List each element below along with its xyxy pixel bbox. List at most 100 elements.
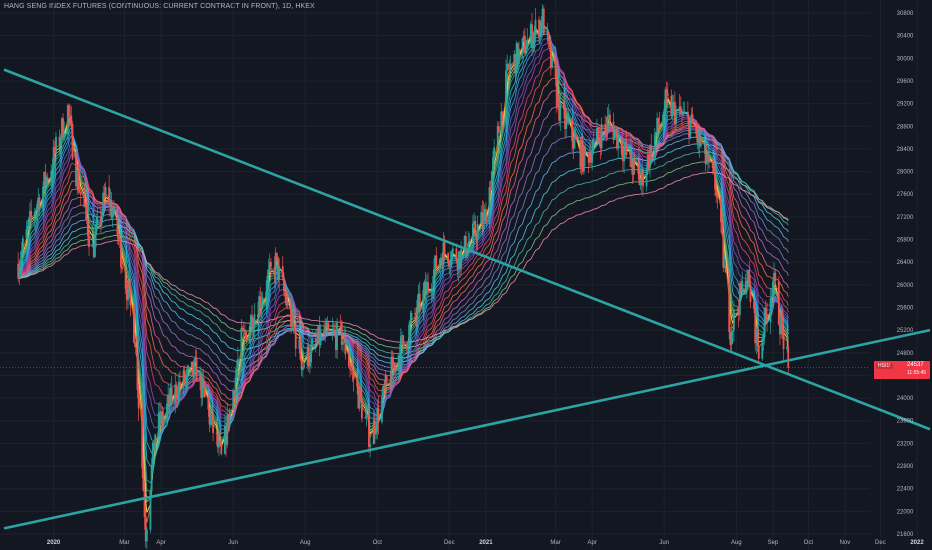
- candle-body: [749, 284, 752, 302]
- candle-body: [146, 529, 148, 542]
- candle-body: [754, 308, 757, 344]
- candle-body: [95, 223, 98, 235]
- candle-body: [71, 123, 74, 160]
- candle-body: [625, 142, 628, 155]
- candle-body: [475, 235, 478, 241]
- candle-body: [193, 360, 196, 376]
- candle-body: [721, 222, 724, 235]
- price-tick-label: 26400: [897, 260, 914, 266]
- candle-body: [770, 296, 773, 299]
- trendlines[interactable]: [3, 68, 931, 530]
- candle-body: [425, 282, 428, 293]
- candle-body: [300, 359, 303, 370]
- candle-body: [630, 151, 633, 168]
- candle-body: [409, 319, 412, 325]
- candle-body: [278, 266, 281, 281]
- candle-body: [389, 381, 392, 385]
- candle-body: [646, 155, 649, 171]
- candle-body: [746, 280, 748, 292]
- candle-body: [58, 136, 61, 145]
- candle-body: [199, 373, 201, 382]
- candle-body: [314, 339, 317, 341]
- candle-body: [220, 444, 223, 454]
- candle-body: [540, 21, 543, 29]
- candle-body: [572, 141, 575, 149]
- candle-body: [500, 111, 503, 134]
- candle-body: [319, 330, 322, 345]
- time-tick-label: Mar: [119, 540, 129, 546]
- candle-body: [707, 155, 709, 163]
- candle-body: [252, 327, 255, 332]
- candle-body: [664, 89, 667, 110]
- candle-body: [268, 261, 271, 270]
- candle-body: [525, 49, 527, 54]
- candle-body: [25, 229, 28, 239]
- candle-body: [542, 8, 545, 35]
- candle-body: [203, 387, 206, 398]
- candle-body: [290, 300, 292, 328]
- candle-body: [309, 362, 311, 367]
- price-tick-label: 30800: [897, 11, 914, 17]
- candle-body: [303, 365, 305, 368]
- candle-body: [227, 414, 230, 428]
- candle-body: [786, 346, 788, 350]
- candle-body: [175, 384, 178, 398]
- candle-body: [169, 387, 172, 406]
- price-tick-label: 23600: [897, 419, 914, 425]
- candle-body: [108, 187, 111, 205]
- candle-body: [260, 302, 263, 308]
- candle-body: [251, 315, 253, 332]
- candle-body: [480, 212, 483, 225]
- candle-body: [266, 276, 269, 292]
- candle-body: [670, 95, 673, 116]
- candle-body: [723, 265, 726, 268]
- candle-body: [212, 413, 214, 433]
- candle-body: [183, 370, 186, 383]
- candle-body: [662, 114, 664, 125]
- candle-body: [675, 109, 677, 125]
- candle-body: [663, 109, 666, 115]
- candle-body: [666, 93, 669, 96]
- candle-body: [234, 377, 237, 397]
- candle-body: [96, 216, 99, 224]
- candle-body: [456, 261, 459, 271]
- candle-body: [657, 117, 660, 127]
- ma-line: [18, 136, 789, 364]
- candle-body: [219, 440, 222, 445]
- candle-body: [223, 426, 226, 454]
- candle-body: [245, 331, 248, 342]
- candle-body: [270, 261, 272, 267]
- candle-body: [154, 434, 157, 450]
- time-tick-label: Oct: [804, 540, 814, 546]
- price-tick-label: 22000: [897, 509, 914, 515]
- candle-body: [59, 138, 62, 145]
- candle-body: [184, 376, 187, 383]
- candle-body: [42, 186, 44, 210]
- candle-body: [301, 367, 304, 370]
- time-axis[interactable]: 2020 Mar Apr Jun Aug Oct Dec 2021 Mar Apr Jun Aug Se…: [47, 540, 924, 546]
- candle-body: [455, 248, 458, 262]
- candle-body: [257, 314, 259, 318]
- price-axis[interactable]: 2160022000224002280023200236002400024400…: [897, 11, 914, 538]
- candle-body: [777, 281, 780, 325]
- candle-body: [103, 192, 106, 196]
- candle-body: [738, 283, 741, 316]
- candle-body: [755, 327, 758, 344]
- candle-body: [66, 105, 69, 134]
- candle-body: [763, 308, 766, 338]
- candle-body: [78, 190, 81, 193]
- candle-body: [407, 342, 409, 347]
- candle-body: [596, 128, 598, 139]
- candle-body: [522, 35, 525, 39]
- candle-body: [232, 390, 235, 410]
- candle-body: [534, 19, 537, 31]
- candle-body: [141, 408, 144, 469]
- candle-body: [695, 123, 698, 134]
- candle-body: [149, 491, 152, 530]
- candle-body: [277, 256, 279, 281]
- ma-line: [18, 90, 789, 400]
- candle-body: [209, 417, 212, 425]
- candle-body: [326, 322, 329, 329]
- candle-body: [631, 167, 634, 175]
